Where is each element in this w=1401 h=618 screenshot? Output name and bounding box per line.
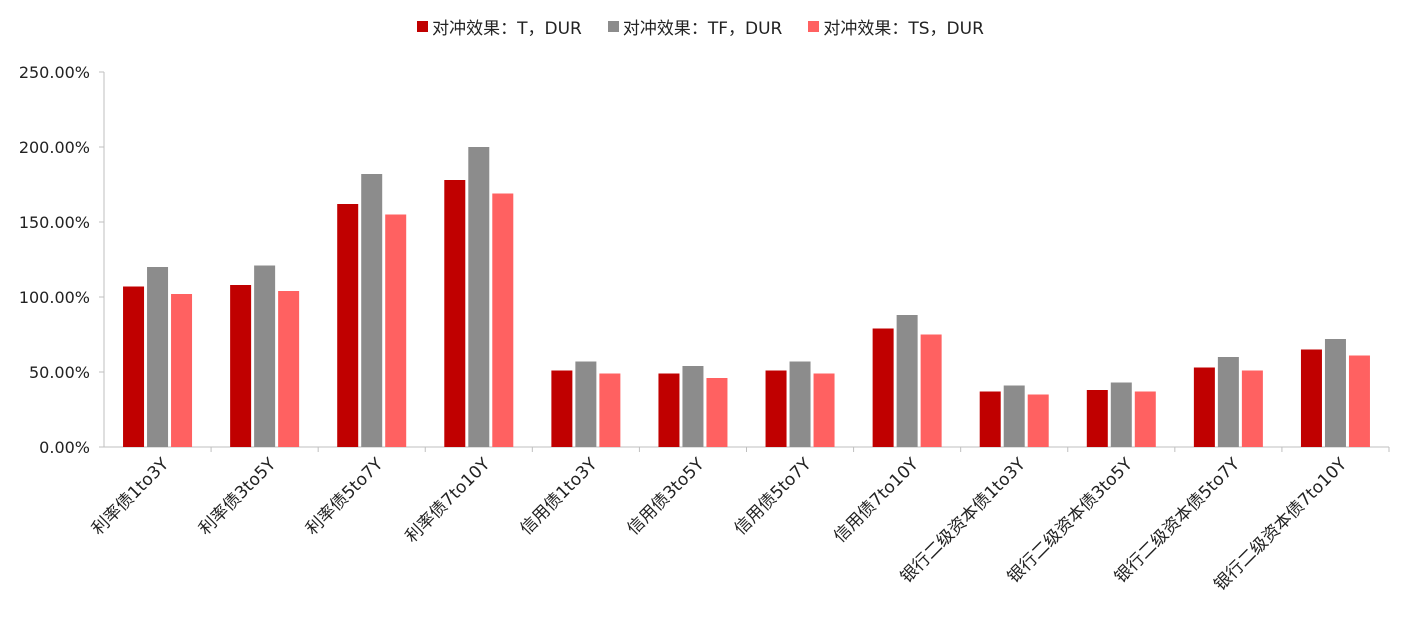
y-tick-label: 100.00%	[19, 288, 90, 307]
bar-t	[230, 285, 252, 447]
bar-ts	[171, 294, 193, 447]
bar-ts	[813, 373, 835, 447]
bar-tf	[254, 265, 276, 447]
bar-t	[444, 180, 466, 447]
legend-swatch-tf	[607, 21, 619, 32]
bar-t	[1193, 367, 1215, 447]
legend-item-ts: 对冲效果：TS，DUR	[808, 14, 984, 39]
bar-tf	[468, 147, 490, 447]
y-tick-label: 150.00%	[19, 213, 90, 232]
y-tick-label: 0.00%	[39, 438, 90, 457]
bar-ts	[492, 193, 514, 447]
bar-t	[551, 370, 573, 447]
x-tick-label: 利率债5to7Y	[302, 454, 387, 539]
bar-ts	[599, 373, 621, 447]
legend-swatch-ts	[808, 21, 820, 32]
legend-swatch-t	[417, 21, 429, 32]
bar-t	[1086, 390, 1108, 447]
bar-ts	[385, 214, 407, 447]
x-tick-label: 信用债1to3Y	[516, 454, 601, 539]
bar-ts	[920, 334, 942, 447]
bar-ts	[706, 378, 728, 447]
bar-t	[1300, 349, 1322, 447]
bar-tf	[789, 361, 811, 447]
bar-t	[123, 286, 145, 447]
x-tick-label: 信用债3to5Y	[624, 454, 709, 539]
legend-label-tf: 对冲效果：TF，DUR	[622, 19, 783, 39]
legend: 对冲效果：T，DUR 对冲效果：TF，DUR 对冲效果：TS，DUR	[0, 14, 1401, 39]
x-tick-label: 利率债7to10Y	[402, 454, 495, 547]
legend-item-tf: 对冲效果：TF，DUR	[607, 14, 783, 39]
bar-tf	[361, 174, 383, 447]
bar-tf	[896, 315, 918, 447]
legend-label-ts: 对冲效果：TS，DUR	[823, 19, 984, 39]
bar-tf	[1003, 385, 1025, 447]
y-tick-label: 250.00%	[19, 63, 90, 82]
bar-t	[872, 328, 894, 447]
bar-ts	[1348, 355, 1370, 447]
bar-tf	[1217, 357, 1239, 447]
bar-t	[765, 370, 787, 447]
bar-tf	[1324, 339, 1346, 447]
legend-label-t: 对冲效果：T，DUR	[432, 19, 582, 39]
x-tick-label: 利率债3to5Y	[195, 454, 280, 539]
x-tick-label: 信用债7to10Y	[830, 454, 923, 547]
x-tick-label: 利率债1to3Y	[88, 454, 173, 539]
bar-tf	[147, 267, 169, 447]
bar-tf	[1110, 382, 1132, 447]
bar-ts	[1027, 394, 1049, 447]
bar-tf	[575, 361, 597, 447]
bar-tf	[682, 366, 704, 447]
y-tick-label: 200.00%	[19, 138, 90, 157]
legend-item-t: 对冲效果：T，DUR	[417, 14, 582, 39]
bar-t	[979, 391, 1001, 447]
bar-t	[658, 373, 680, 447]
bar-t	[337, 204, 359, 447]
y-tick-label: 50.00%	[29, 363, 90, 382]
bar-ts	[1134, 391, 1156, 447]
bar-ts	[1241, 370, 1263, 447]
x-tick-label: 信用债5to7Y	[731, 454, 816, 539]
bar-ts	[278, 291, 300, 447]
